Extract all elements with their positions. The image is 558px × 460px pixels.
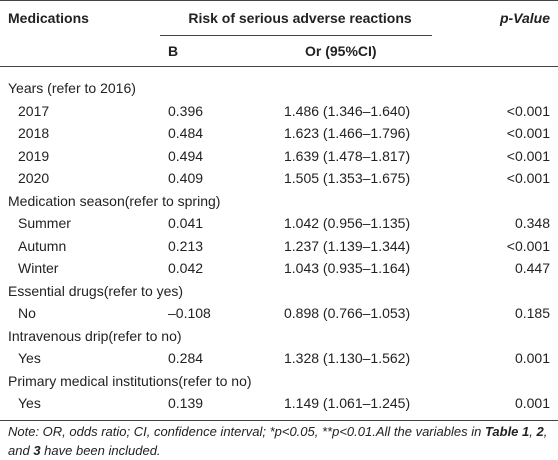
b-value: 0.139 xyxy=(168,395,204,411)
row-label: Autumn xyxy=(18,237,67,254)
row-label: Yes xyxy=(18,395,41,411)
group-label: Essential drugs(refer to yes) xyxy=(8,282,184,299)
group-label: Medication season(refer to spring) xyxy=(8,192,221,209)
row-label: 2020 xyxy=(18,170,50,186)
row-label: Yes xyxy=(18,350,41,366)
row-label: 2019 xyxy=(18,147,50,164)
header-cell: Risk of serious adverse reactions xyxy=(188,10,412,26)
p-value: 0.001 xyxy=(514,350,550,366)
or-value: 1.043 (0.935–1.164) xyxy=(284,260,411,276)
or-value: 0.898 (0.766–1.053) xyxy=(284,305,411,321)
note-ref: Table 1 xyxy=(484,424,530,439)
row-label: 2017 xyxy=(18,102,50,119)
b-value: 0.284 xyxy=(168,350,204,366)
header-cell: Medications xyxy=(8,10,89,26)
p-value: 0.348 xyxy=(514,215,550,231)
note-text: , xyxy=(529,424,537,439)
b-value: 0.042 xyxy=(168,260,204,276)
row-label: Winter xyxy=(18,260,59,276)
or-value: 1.328 (1.130–1.562) xyxy=(284,350,411,366)
b-value: 0.484 xyxy=(168,125,204,141)
group-label: Years (refer to 2016) xyxy=(8,80,136,96)
p-value: <0.001 xyxy=(506,237,550,254)
group-label: Intravenous drip(refer to no) xyxy=(8,327,182,344)
or-value: 1.486 (1.346–1.640) xyxy=(284,102,411,119)
p-value: <0.001 xyxy=(506,147,550,164)
header-cell: p-Value xyxy=(499,10,550,26)
p-value: 0.185 xyxy=(514,305,550,321)
bottom-rule xyxy=(0,419,558,421)
row-label: No xyxy=(18,305,36,321)
b-value: 0.409 xyxy=(168,170,204,186)
header-bottom-rule xyxy=(0,66,558,67)
note-text: , and xyxy=(8,424,548,458)
b-value: –0.108 xyxy=(168,305,211,321)
or-value: 1.149 (1.061–1.245) xyxy=(284,395,411,411)
group-label: Primary medical institutions(refer to no… xyxy=(8,372,252,389)
b-value: 0.396 xyxy=(168,102,204,119)
p-value: 0.001 xyxy=(514,395,550,411)
or-value: 1.639 (1.478–1.817) xyxy=(284,147,411,164)
p-value: <0.001 xyxy=(506,102,550,119)
row-label: Summer xyxy=(18,215,71,231)
or-value: 1.505 (1.353–1.675) xyxy=(284,170,411,186)
p-value: <0.001 xyxy=(506,170,550,186)
note-text: have been included. xyxy=(40,443,161,458)
or-value: 1.042 (0.956–1.135) xyxy=(284,215,411,231)
subheader-cell: Or (95%CI) xyxy=(305,43,377,59)
note-ref: 3 xyxy=(33,443,41,458)
note-ref: 2 xyxy=(536,424,544,439)
b-value: 0.041 xyxy=(168,215,204,231)
header-rule xyxy=(160,35,432,36)
row-label: 2018 xyxy=(18,125,50,141)
note-text: Note: OR, odds ratio; CI, confidence int… xyxy=(8,424,485,439)
or-value: 1.237 (1.139–1.344) xyxy=(284,237,411,254)
subheader-cell: B xyxy=(168,43,179,59)
p-value: <0.001 xyxy=(506,125,550,141)
p-value: 0.447 xyxy=(514,260,550,276)
b-value: 0.213 xyxy=(168,237,204,254)
or-value: 1.623 (1.466–1.796) xyxy=(284,125,411,141)
top-rule xyxy=(0,0,558,1)
b-value: 0.494 xyxy=(168,147,204,164)
table-note: Note: OR, odds ratio; CI, confidence int… xyxy=(8,422,553,460)
